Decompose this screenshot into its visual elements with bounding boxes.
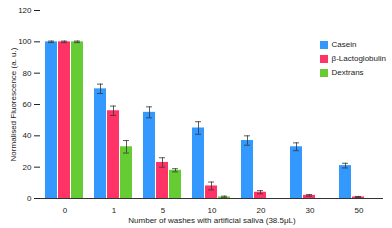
svg-text:100: 100 xyxy=(18,37,32,46)
svg-text:0: 0 xyxy=(27,194,32,203)
svg-text:0: 0 xyxy=(63,206,68,215)
svg-text:20: 20 xyxy=(23,163,32,172)
svg-text:5: 5 xyxy=(161,206,166,215)
html-text:Casein: Casein xyxy=(331,40,357,49)
svg-text:20: 20 xyxy=(257,206,266,215)
svg-text:80: 80 xyxy=(23,69,32,78)
svg-text:40: 40 xyxy=(23,131,32,140)
svg-text:10: 10 xyxy=(208,206,217,215)
html-text:β-Lactoglobulin: β-Lactoglobulin xyxy=(331,54,386,63)
svg-text:Number of washes with artifici: Number of washes with artificial saliva … xyxy=(128,216,296,225)
svg-text:60: 60 xyxy=(23,100,32,109)
svg-text:50: 50 xyxy=(355,206,364,215)
svg-text:Normalised Fluorescence (a. u.: Normalised Fluorescence (a. u.) xyxy=(9,47,18,161)
html-text:Dextrans: Dextrans xyxy=(331,68,364,77)
svg-text:1: 1 xyxy=(112,206,117,215)
svg-text:30: 30 xyxy=(306,206,315,215)
svg-text:120: 120 xyxy=(18,6,32,15)
